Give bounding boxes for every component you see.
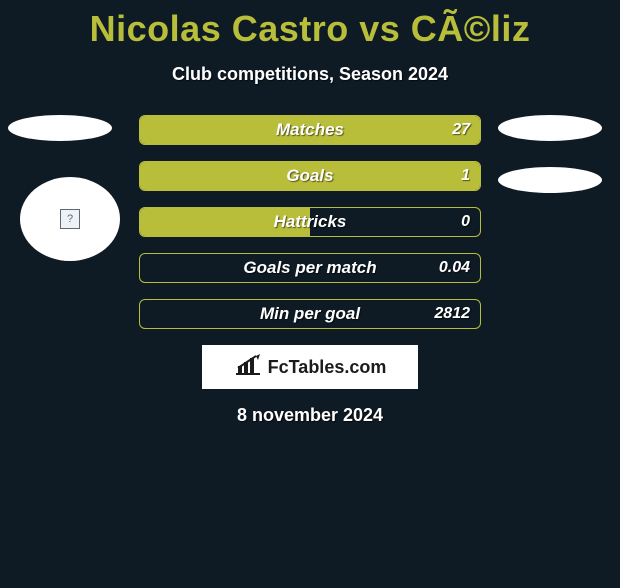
date-label: 8 november 2024 [0, 405, 620, 426]
comparison-panel: ? Matches 27 Goals 1 Hattricks 0 Goals per mat… [0, 115, 620, 426]
brand-text: FcTables.com [268, 357, 387, 378]
stat-label: Matches [276, 120, 344, 140]
brand-chart-icon [234, 354, 262, 381]
broken-image-icon: ? [60, 209, 80, 229]
stat-label: Goals [286, 166, 333, 186]
brand-badge: FcTables.com [202, 345, 418, 389]
player-left-avatar: ? [20, 177, 120, 261]
stat-rows: Matches 27 Goals 1 Hattricks 0 Goals per match… [139, 115, 481, 329]
stat-value-right: 2812 [434, 305, 470, 323]
stat-row: Goals 1 [139, 161, 481, 191]
player-left-flag-placeholder [8, 115, 112, 141]
stat-row: Goals per match 0.04 [139, 253, 481, 283]
player-right-club-placeholder [498, 167, 602, 193]
stat-label: Goals per match [243, 258, 376, 278]
stat-value-right: 0.04 [439, 259, 470, 277]
page-title: Nicolas Castro vs CÃ©liz [0, 8, 620, 50]
stat-label: Hattricks [274, 212, 347, 232]
stat-label: Min per goal [260, 304, 360, 324]
stat-value-right: 0 [461, 213, 470, 231]
stat-row: Hattricks 0 [139, 207, 481, 237]
subtitle: Club competitions, Season 2024 [0, 64, 620, 85]
stat-row: Matches 27 [139, 115, 481, 145]
stat-value-right: 1 [461, 167, 470, 185]
player-right-flag-placeholder [498, 115, 602, 141]
stat-value-right: 27 [452, 121, 470, 139]
stat-row: Min per goal 2812 [139, 299, 481, 329]
